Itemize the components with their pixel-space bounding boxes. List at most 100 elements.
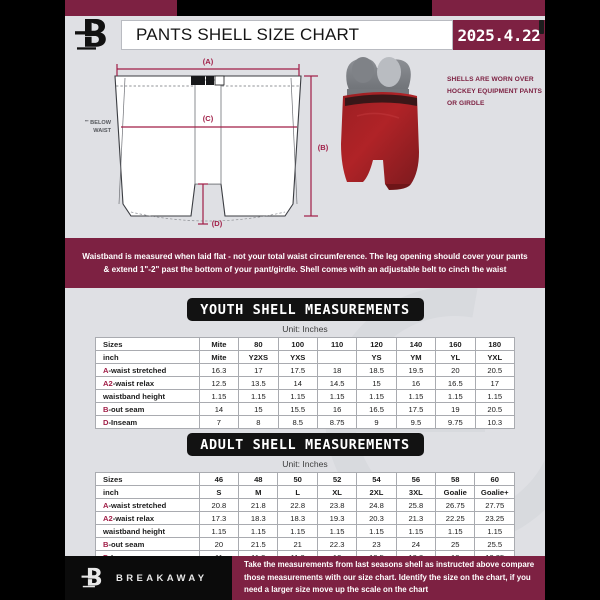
table-row: Sizes 46 48 50 52 54 56 58 60 bbox=[95, 472, 515, 486]
table-cell: 19.5 bbox=[395, 363, 437, 377]
table-cell: 3XL bbox=[395, 485, 437, 499]
revision-date-badge: 2025.4.22 bbox=[453, 20, 545, 50]
table-cell: 140 bbox=[395, 337, 437, 351]
table-cell: 1.15 bbox=[238, 524, 279, 538]
table-cell: YL bbox=[435, 350, 476, 364]
youth-unit-label: Unit: Inches bbox=[282, 324, 328, 334]
table-row: B-out seam 20 21.5 21 22.3 23 24 25 25.5 bbox=[95, 537, 515, 551]
row-label: B-out seam bbox=[95, 537, 200, 551]
adult-measurements-table: Sizes 46 48 50 52 54 56 58 60 inch S M L XL 2XL 3XL Goal… bbox=[95, 472, 515, 564]
breakaway-b-logo-icon bbox=[65, 16, 121, 54]
measuring-instruction-band: Waistband is measured when laid flat - n… bbox=[65, 238, 545, 288]
table-cell: 14 bbox=[277, 376, 318, 390]
table-cell: 13.5 bbox=[238, 376, 279, 390]
table-cell: 80 bbox=[238, 337, 279, 351]
table-row: inch S M L XL 2XL 3XL Goalie Goalie+ bbox=[95, 485, 515, 499]
table-cell: S bbox=[198, 485, 240, 499]
table-cell: 48 bbox=[238, 472, 279, 486]
page-header: PANTS SHELL SIZE CHART 2025.4.22 bbox=[65, 16, 545, 54]
footer-brand-name: BREAKAWAY bbox=[116, 572, 208, 584]
table-cell: 8.75 bbox=[316, 415, 358, 429]
table-cell: 18.3 bbox=[277, 511, 318, 525]
table-cell: 120 bbox=[356, 337, 397, 351]
table-cell bbox=[316, 350, 358, 364]
adult-section: ADULT SHELL MEASUREMENTS Unit: Inches Si… bbox=[65, 433, 545, 564]
table-cell: 56 bbox=[395, 472, 437, 486]
table-row: waistband height 1.15 1.15 1.15 1.15 1.15 1.15… bbox=[95, 524, 515, 538]
table-cell: 58 bbox=[435, 472, 476, 486]
dimension-label-b: (B) bbox=[318, 143, 329, 152]
top-accent-strip-left bbox=[65, 0, 177, 16]
table-cell: 25 bbox=[435, 537, 476, 551]
table-cell: 18.3 bbox=[238, 511, 279, 525]
table-cell: Goalie+ bbox=[474, 485, 515, 499]
row-label: Sizes bbox=[95, 337, 200, 351]
table-row: B-out seam 14 15 15.5 16 16.5 17.5 19 20.5 bbox=[95, 402, 516, 416]
table-cell: 16.5 bbox=[356, 402, 397, 416]
table-cell: 1.15 bbox=[277, 524, 318, 538]
table-row: A-waist stretched 20.8 21.8 22.8 23.8 24.8 25.… bbox=[95, 498, 515, 512]
table-cell: 1.15 bbox=[435, 524, 476, 538]
table-cell: 1.15 bbox=[474, 389, 516, 403]
adult-unit-label: Unit: Inches bbox=[282, 459, 328, 469]
diagram-zone: (A) (B) (C) 7" BELOW WAIST (D) bbox=[65, 54, 545, 234]
table-cell: 1.15 bbox=[277, 389, 318, 403]
table-cell: YXS bbox=[277, 350, 318, 364]
row-marker: A bbox=[103, 500, 109, 510]
scroll-indicator[interactable] bbox=[539, 20, 544, 34]
table-cell: 20 bbox=[435, 363, 476, 377]
dimension-label-c: (C) bbox=[203, 114, 214, 123]
table-cell: 46 bbox=[198, 472, 240, 486]
table-cell: 1.15 bbox=[198, 389, 240, 403]
table-cell: 21.5 bbox=[238, 537, 279, 551]
row-label: waistband height bbox=[95, 524, 200, 538]
table-cell: 7 bbox=[198, 415, 240, 429]
table-cell: 17.3 bbox=[198, 511, 240, 525]
table-cell: 54 bbox=[356, 472, 397, 486]
table-cell: 1.15 bbox=[435, 389, 476, 403]
table-cell: 52 bbox=[316, 472, 358, 486]
row-label: A-waist stretched bbox=[95, 498, 200, 512]
table-cell: 1.15 bbox=[198, 524, 240, 538]
row-label: A-waist stretched bbox=[95, 363, 200, 377]
table-cell: YM bbox=[395, 350, 437, 364]
table-cell: 50 bbox=[277, 472, 318, 486]
table-cell: 19 bbox=[435, 402, 476, 416]
table-cell: Mite bbox=[198, 337, 240, 351]
pants-technical-drawing: (A) (B) (C) 7" BELOW WAIST (D) bbox=[85, 57, 329, 228]
table-cell: 2XL bbox=[356, 485, 397, 499]
table-cell: 21.8 bbox=[238, 498, 279, 512]
table-cell: 25.8 bbox=[395, 498, 437, 512]
youth-section-title: YOUTH SHELL MEASUREMENTS bbox=[186, 298, 424, 321]
youth-measurements-table: Sizes Mite 80 100 110 120 140 160 180 inch Mite Y2X… bbox=[95, 337, 516, 429]
table-cell: 20.5 bbox=[474, 363, 516, 377]
table-cell: 24 bbox=[395, 537, 437, 551]
table-cell: XL bbox=[316, 485, 358, 499]
table-cell: 1.15 bbox=[356, 524, 397, 538]
table-cell: 21 bbox=[277, 537, 318, 551]
table-cell: M bbox=[238, 485, 279, 499]
photo-note: SHELLS ARE WORN OVER HOCKEY EQUIPMENT PA… bbox=[447, 76, 543, 108]
table-cell: 23.8 bbox=[316, 498, 358, 512]
table-row: inch Mite Y2XS YXS YS YM YL YXL bbox=[95, 350, 516, 364]
table-row: Sizes Mite 80 100 110 120 140 160 180 bbox=[95, 337, 516, 351]
table-cell: 180 bbox=[474, 337, 516, 351]
measuring-instruction-text: Waistband is measured when laid flat - n… bbox=[82, 251, 528, 274]
row-label: A2-waist relax bbox=[95, 376, 200, 390]
table-cell: 15.5 bbox=[277, 402, 318, 416]
breakaway-b-logo-icon bbox=[81, 567, 102, 588]
page-title: PANTS SHELL SIZE CHART bbox=[121, 20, 453, 50]
table-cell: 18 bbox=[316, 363, 358, 377]
table-cell: 16 bbox=[395, 376, 437, 390]
table-cell: 23 bbox=[356, 537, 397, 551]
row-marker: B bbox=[103, 539, 109, 549]
row-marker: A2 bbox=[103, 513, 113, 523]
table-cell: 14 bbox=[198, 402, 240, 416]
table-cell: 16 bbox=[316, 402, 358, 416]
table-cell: 9.75 bbox=[435, 415, 476, 429]
table-cell: 160 bbox=[435, 337, 476, 351]
footer-instruction-text: Take the measurements from last seasons … bbox=[244, 559, 535, 595]
table-cell: 1.15 bbox=[395, 389, 437, 403]
table-cell: Y2XS bbox=[238, 350, 279, 364]
table-cell: 17.5 bbox=[277, 363, 318, 377]
